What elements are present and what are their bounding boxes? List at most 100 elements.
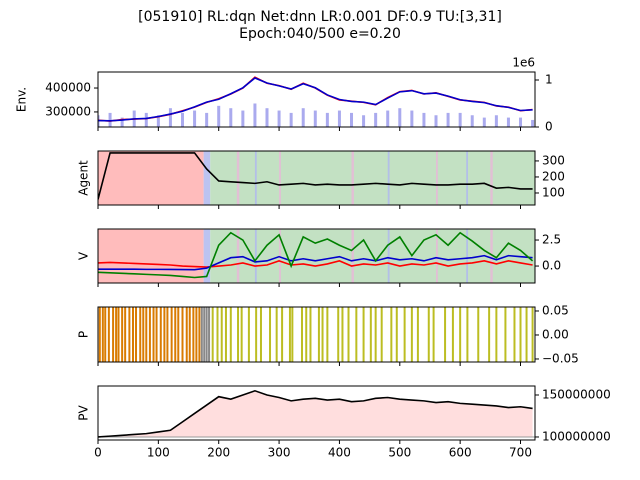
volume-bar [241, 110, 245, 127]
panel [98, 389, 535, 438]
y-tick-label: 400000 [45, 81, 91, 95]
axes-frame [97, 385, 536, 441]
x-tick-label: 700 [509, 446, 532, 460]
action-span [203, 229, 211, 283]
axes-frame [97, 150, 536, 206]
x-tick-label: 200 [207, 446, 230, 460]
panel [98, 151, 535, 205]
series-line [98, 152, 533, 200]
y-tick-label: 2.5 [542, 233, 561, 247]
panel [98, 307, 534, 362]
action-span [436, 229, 438, 283]
volume-bar [229, 108, 233, 127]
volume-bar [301, 108, 305, 127]
volume-bar [253, 103, 257, 127]
volume-bar [482, 117, 486, 127]
series-line [98, 389, 533, 438]
action-span [254, 229, 257, 283]
y-axis-label: V [77, 251, 91, 260]
y-tick-label: 0.00 [542, 327, 569, 341]
y-tick-label: 150000000 [542, 387, 611, 401]
action-span [236, 151, 240, 205]
volume-bar [398, 108, 402, 127]
volume-bar [519, 117, 523, 127]
action-span [279, 229, 281, 283]
y2-tick-label: 0 [545, 120, 553, 134]
action-span [436, 151, 438, 205]
y2-offset-label: 1e6 [512, 56, 535, 70]
volume-bar [181, 112, 185, 127]
y-tick-label: 300000 [45, 104, 91, 118]
series-line [98, 77, 533, 122]
volume-bar [205, 112, 209, 127]
action-span [254, 151, 257, 205]
volume-bar [494, 115, 498, 127]
volume-bar [144, 112, 148, 127]
volume-bar [120, 117, 124, 127]
action-span [98, 151, 204, 205]
action-span [466, 229, 469, 283]
volume-bar [350, 112, 354, 127]
y-axis-label: Env. [15, 87, 29, 112]
volume-bar [108, 112, 112, 127]
volume-bar [446, 112, 450, 127]
volume-bar [313, 110, 317, 127]
x-tick-label: 300 [268, 446, 291, 460]
y-tick-label: 100000000 [542, 429, 611, 443]
action-span [387, 229, 390, 283]
volume-bar [325, 112, 329, 127]
x-tick-label: 0 [94, 446, 102, 460]
volume-bar [217, 105, 221, 127]
y-tick-label: 200 [542, 169, 565, 183]
figure-title: [051910] RL:dqn Net:dnn LR:0.001 DF:0.9 … [138, 9, 502, 25]
volume-bar [434, 115, 438, 127]
panel [98, 76, 535, 127]
volume-bar [410, 110, 414, 127]
y-tick-label: 300 [542, 153, 565, 167]
volume-bar [265, 108, 269, 127]
y-tick-label: 100 [542, 185, 565, 199]
action-span [203, 151, 211, 205]
volume-bar [386, 110, 390, 127]
series-line [98, 259, 533, 268]
x-tick-label: 600 [449, 446, 472, 460]
y-axis-label: Agent [77, 160, 91, 196]
volume-bar [193, 110, 197, 127]
pv-area [98, 390, 533, 437]
action-span [210, 151, 535, 205]
y-tick-label: −0.05 [542, 351, 579, 365]
action-span [490, 229, 493, 283]
volume-bar [156, 115, 160, 127]
volume-bar [506, 117, 510, 127]
action-span [351, 229, 354, 283]
figure-title: Epoch:040/500 e=0.20 [239, 26, 401, 42]
y-axis-label: PV [77, 404, 91, 420]
volume-bar [289, 112, 293, 127]
y-tick-label: 0.0 [542, 259, 561, 273]
action-span [490, 151, 493, 205]
action-span [279, 151, 281, 205]
volume-bar [277, 110, 281, 127]
series-line [98, 254, 533, 271]
action-span [351, 151, 354, 205]
volume-bar [470, 115, 474, 127]
y-axis-label: P [77, 331, 91, 338]
y2-tick-label: 1 [545, 72, 553, 86]
action-span [236, 229, 240, 283]
y-tick-label: 0.05 [542, 303, 569, 317]
x-tick-label: 400 [328, 446, 351, 460]
panel [98, 229, 535, 283]
action-span [387, 151, 390, 205]
volume-bar [168, 108, 172, 127]
volume-bar [374, 112, 378, 127]
axes-frame [97, 71, 536, 128]
series-line [98, 231, 534, 279]
volume-bar [362, 115, 366, 127]
volume-bar [458, 112, 462, 127]
x-tick-label: 500 [388, 446, 411, 460]
volume-bar [337, 110, 341, 127]
x-tick-label: 100 [147, 446, 170, 460]
volume-bar [422, 112, 426, 127]
axes-frame [97, 228, 536, 284]
